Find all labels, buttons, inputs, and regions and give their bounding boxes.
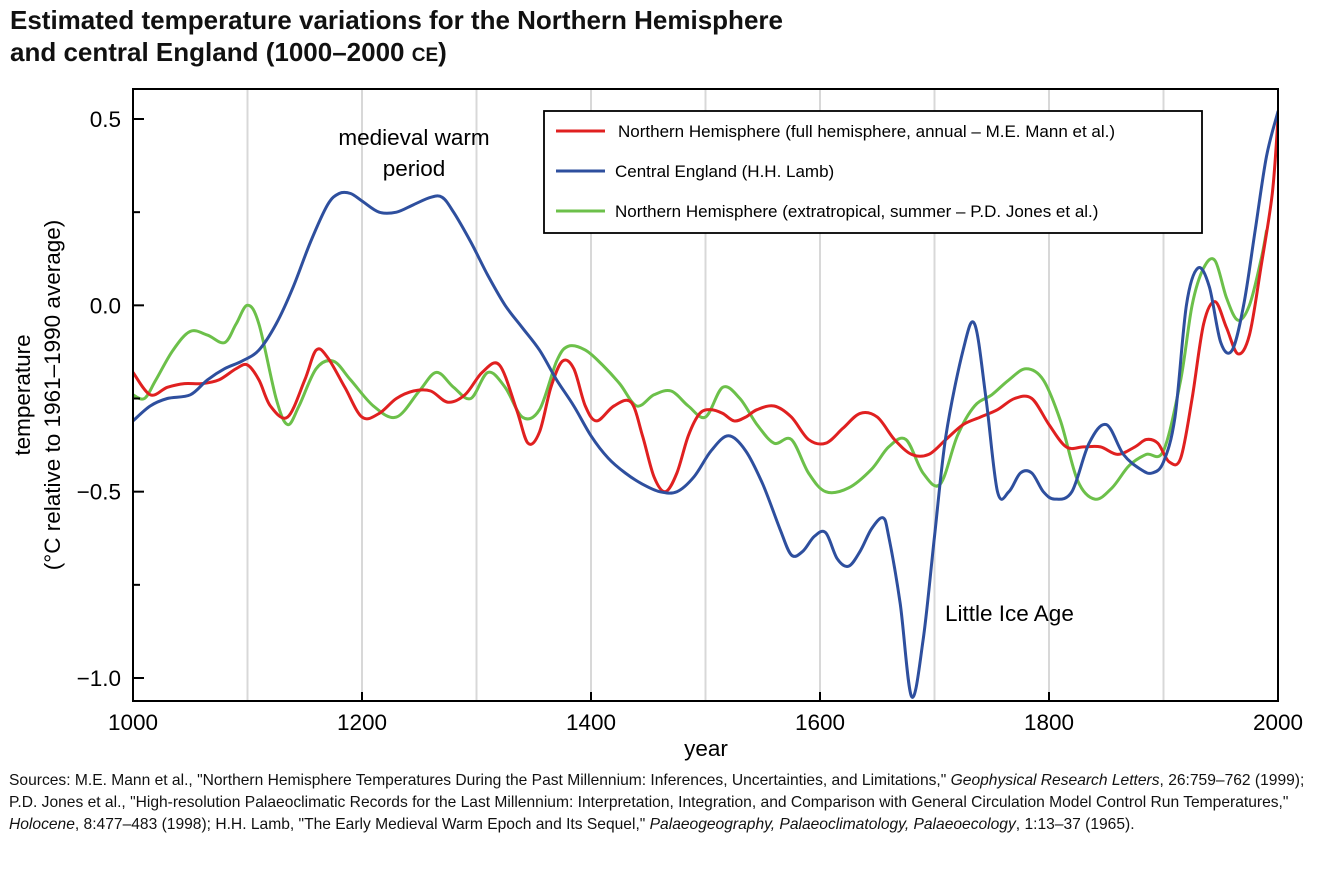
x-tick-label-1600: 1600 bbox=[795, 710, 845, 735]
series-lines bbox=[133, 110, 1278, 699]
chart-title-line1: Estimated temperature variations for the… bbox=[10, 5, 783, 35]
x-tick-label-1200: 1200 bbox=[337, 710, 387, 735]
y-tick-label-1: 0.0 bbox=[90, 293, 121, 318]
annotation-little-ice-age: Little Ice Age bbox=[945, 601, 1074, 626]
annotation-medieval-line1: medieval warm bbox=[338, 125, 489, 150]
sources-text-2: , 26:759–762 (1999); P.D. Jones et al., … bbox=[9, 772, 1305, 811]
series-line-mann-nh bbox=[133, 117, 1278, 494]
title-line2-end: ) bbox=[438, 37, 447, 67]
temperature-chart: 1000 1200 1400 1600 1800 2000 0.5 0.0 −0.5 −1.0 m… bbox=[10, 88, 1303, 761]
x-axis-label: year bbox=[684, 736, 728, 761]
y-axis-label: temperature (°C relative to 1961–1990 av… bbox=[10, 220, 65, 570]
legend-box bbox=[543, 110, 1203, 234]
y-tick-label-0: 0.5 bbox=[90, 107, 121, 132]
legend: Northern Hemisphere (full hemisphere, an… bbox=[543, 110, 1203, 234]
legend-label-lamb: Central England (H.H. Lamb) bbox=[615, 162, 834, 181]
y-axis-label-line1: temperature bbox=[10, 334, 35, 455]
x-tick-label-1800: 1800 bbox=[1024, 710, 1074, 735]
x-tick-label-1400: 1400 bbox=[566, 710, 616, 735]
sources-text-4: , 1:13–37 (1965). bbox=[1015, 816, 1135, 833]
legend-label-mann: Northern Hemisphere (full hemisphere, an… bbox=[618, 122, 1115, 141]
sources-journal-holocene: Holocene bbox=[9, 816, 75, 833]
y-tick-label-2: −0.5 bbox=[77, 480, 121, 505]
annotation-medieval-line2: period bbox=[383, 156, 446, 181]
axes: 1000 1200 1400 1600 1800 2000 0.5 0.0 −0.5 −1.0 bbox=[77, 107, 1303, 735]
y-tick-label-3: −1.0 bbox=[77, 666, 121, 691]
sources-text-3: , 8:477–483 (1998); H.H. Lamb, "The Earl… bbox=[74, 816, 650, 833]
sources-journal-palaeo: Palaeogeography, Palaeoclimatology, Pala… bbox=[649, 816, 1016, 833]
sources-journal-grl: Geophysical Research Letters bbox=[950, 772, 1160, 789]
title-line2-main: and central England (1000–2000 bbox=[10, 37, 412, 67]
series-line-jones-nh bbox=[133, 229, 1268, 501]
title-era: CE bbox=[411, 45, 439, 66]
y-axis-label-line2: (°C relative to 1961–1990 average) bbox=[40, 220, 65, 570]
x-tick-label-2000: 2000 bbox=[1253, 710, 1303, 735]
chart-title: Estimated temperature variations for the… bbox=[10, 4, 1010, 72]
x-tick-label-1000: 1000 bbox=[108, 710, 158, 735]
series-line-lamb-central-england bbox=[133, 110, 1278, 699]
sources-text-1: Sources: M.E. Mann et al., "Northern Hem… bbox=[9, 772, 951, 789]
plot-frame bbox=[132, 88, 1279, 702]
sources-note: Sources: M.E. Mann et al., "Northern Hem… bbox=[9, 770, 1309, 836]
legend-label-jones: Northern Hemisphere (extratropical, summ… bbox=[615, 202, 1098, 221]
chart-title-line2: and central England (1000–2000 CE) bbox=[10, 36, 1010, 72]
